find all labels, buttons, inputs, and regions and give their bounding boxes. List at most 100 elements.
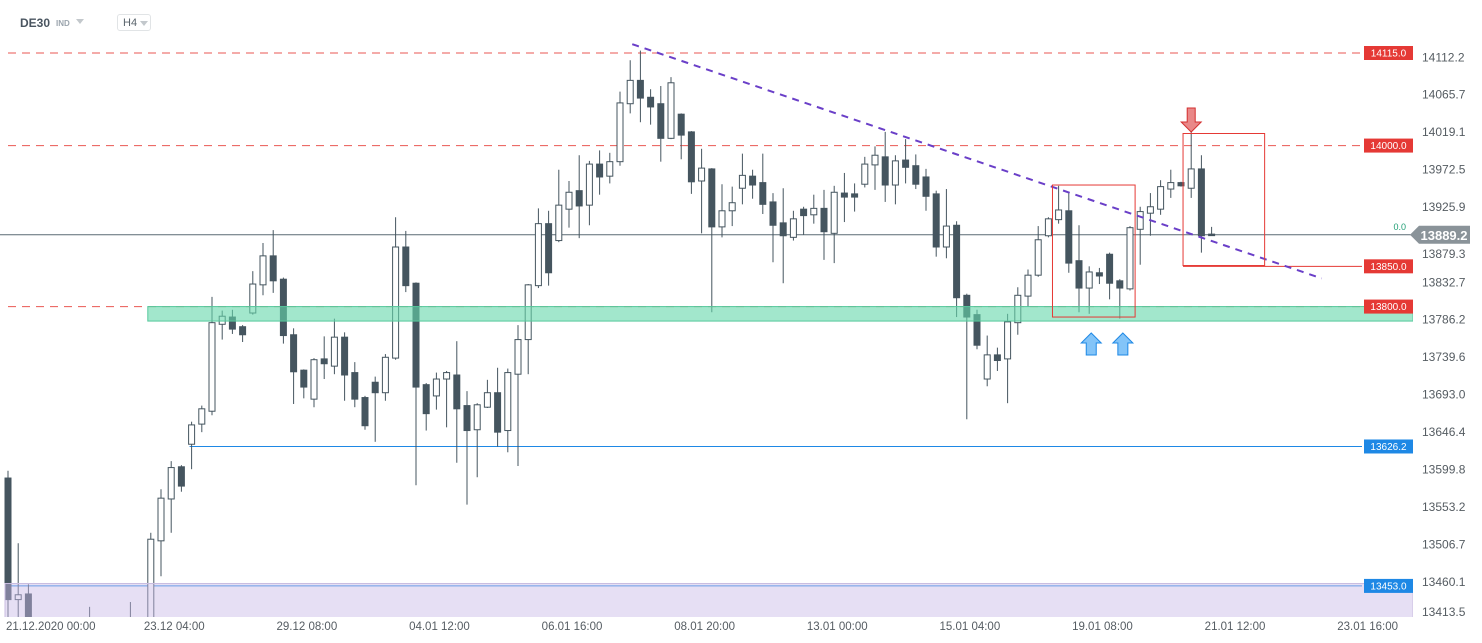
- level-tag-label: 13850.0: [1370, 262, 1407, 273]
- candle-body-bullish: [1034, 239, 1042, 276]
- candle: [117, 619, 123, 641]
- candle-body-bullish: [107, 629, 113, 637]
- candle: [177, 465, 185, 492]
- level-tags: 14115.0 14000.0 13850.0 13800.0 13626.2 13453…: [1364, 46, 1413, 593]
- x-tick-label: 21.01 12:00: [1205, 621, 1266, 633]
- current-price-offset: 0.0: [1393, 222, 1406, 232]
- candle: [392, 217, 400, 360]
- candle: [432, 372, 440, 410]
- candle-body-bullish: [861, 163, 869, 185]
- candle-body-bullish: [718, 210, 726, 228]
- candle-body-bullish: [698, 167, 706, 182]
- trendline: [631, 43, 1323, 280]
- candle: [1126, 226, 1134, 291]
- candle: [341, 332, 349, 401]
- support-zone: [147, 306, 1413, 322]
- candle-body-bearish: [290, 334, 298, 373]
- level-tag-label: 13626.2: [1370, 442, 1407, 453]
- candle-body-bullish: [555, 204, 563, 242]
- candle: [1065, 193, 1073, 273]
- arrow-down-icon: [1179, 107, 1203, 133]
- candle: [902, 139, 910, 184]
- candle-body-bullish: [1146, 206, 1154, 214]
- candle: [1146, 193, 1154, 236]
- candle-body-bearish: [953, 224, 961, 299]
- x-tick-label: 23.12 04:00: [144, 621, 205, 633]
- candle-body-bearish: [1106, 253, 1114, 284]
- candle-body-bullish: [157, 497, 165, 542]
- candle: [677, 113, 685, 160]
- symbol-type: IND: [56, 19, 70, 28]
- timeframe-value: H4: [123, 17, 138, 29]
- y-tick-label: 13599.8: [1422, 463, 1466, 477]
- level-tag-label: 13800.0: [1370, 302, 1407, 313]
- candle-body-bullish: [585, 163, 593, 206]
- candle-body-bearish: [320, 358, 328, 365]
- candle: [473, 403, 481, 478]
- symbol-dropdown-icon[interactable]: [76, 19, 84, 24]
- y-tick-label: 14019.1: [1422, 125, 1466, 139]
- level-tag: [1364, 138, 1413, 153]
- candle-body-bearish: [840, 192, 848, 198]
- candle-body-bullish: [514, 339, 522, 375]
- annotations-layer: [631, 43, 1323, 356]
- candle: [1024, 269, 1032, 307]
- candle: [789, 210, 797, 241]
- candle-body-bullish: [942, 225, 950, 248]
- candle: [463, 391, 471, 505]
- candle: [1055, 185, 1063, 224]
- candle-body-bearish: [1075, 260, 1083, 289]
- candle-body-bearish: [4, 477, 12, 601]
- candle: [912, 154, 920, 190]
- candle-body-bullish: [606, 161, 614, 177]
- y-tick-label: 14065.7: [1422, 88, 1466, 102]
- candle-body-bullish: [381, 356, 389, 394]
- candle-body-bullish: [789, 218, 797, 238]
- y-tick-label: 13506.7: [1422, 538, 1466, 552]
- candle: [555, 169, 563, 243]
- candle: [545, 210, 553, 286]
- candle-body-bearish: [341, 336, 349, 376]
- candle: [596, 150, 604, 195]
- candle: [932, 190, 940, 257]
- candle: [1095, 267, 1103, 285]
- candle-body-bearish: [1177, 182, 1185, 187]
- symbol-name[interactable]: DE30: [20, 16, 51, 30]
- candle: [351, 362, 359, 408]
- level-tag: [1364, 578, 1413, 593]
- candle-body-bullish: [1044, 218, 1052, 237]
- x-tick-label: 08.01 20:00: [674, 621, 735, 633]
- candle: [759, 153, 767, 214]
- candle: [820, 189, 828, 260]
- candle: [647, 89, 655, 125]
- candle-body-bullish: [259, 255, 267, 286]
- candle: [371, 376, 379, 442]
- candle-body-bearish: [1208, 233, 1216, 237]
- timeframe-select[interactable]: H4: [117, 14, 151, 31]
- x-axis[interactable]: 21.12.2020 00:00 23.12 04:00 29.12 08:00 04…: [6, 621, 1398, 633]
- candle-body-bullish: [443, 372, 451, 380]
- candle: [953, 221, 961, 318]
- candle: [89, 606, 91, 617]
- candle: [443, 370, 451, 428]
- candle: [728, 186, 736, 227]
- y-axis[interactable]: 14112.2 14065.7 14019.1 13972.5 13925.9 13879…: [1410, 50, 1470, 619]
- candle-body-bullish: [1126, 227, 1134, 290]
- candles-layer: [4, 50, 1216, 641]
- candle-body-bearish: [677, 113, 685, 136]
- candle: [861, 156, 869, 188]
- candle: [1177, 181, 1185, 187]
- candle: [300, 369, 308, 399]
- arrow-up-icon: [1080, 332, 1103, 356]
- candle: [800, 206, 808, 235]
- candle: [942, 189, 950, 259]
- candle-body-bullish: [728, 202, 736, 212]
- candle: [1075, 225, 1083, 313]
- candle-body-bearish: [1116, 280, 1124, 289]
- candle-body-bullish: [1187, 168, 1195, 189]
- candle: [14, 543, 22, 617]
- x-tick-label: 15.01 04:00: [939, 621, 1000, 633]
- y-tick-label: 13832.7: [1422, 275, 1466, 289]
- candle: [167, 461, 175, 533]
